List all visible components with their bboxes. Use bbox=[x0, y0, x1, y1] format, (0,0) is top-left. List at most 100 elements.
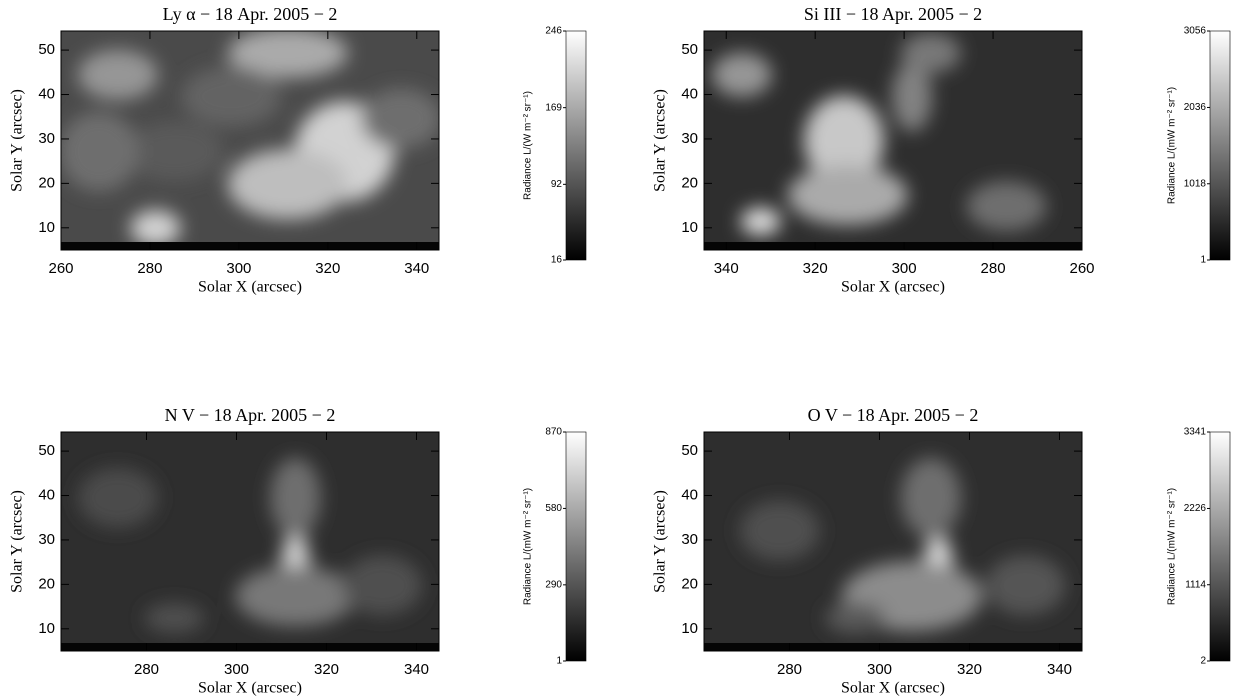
x-tick-label: 260 bbox=[48, 260, 73, 277]
colorbar-tick-label: 92 bbox=[551, 179, 563, 190]
map-feature bbox=[361, 88, 439, 149]
colorbar-tick-label: 169 bbox=[545, 102, 562, 113]
x-tick-label: 320 bbox=[957, 661, 982, 678]
map-features bbox=[77, 457, 423, 634]
x-tick-label: 280 bbox=[134, 661, 159, 678]
colorbar-tick-label: 1114 bbox=[1185, 579, 1206, 590]
colorbar-tick-label: 2 bbox=[1200, 656, 1206, 667]
colorbar-tick-label: 16 bbox=[551, 255, 563, 266]
map-feature bbox=[787, 165, 908, 226]
colorbar-tick-label: 580 bbox=[545, 503, 562, 514]
y-axis-label: Solar Y (arcsec) bbox=[9, 490, 26, 593]
y-tick-label: 10 bbox=[681, 219, 698, 236]
map-feature bbox=[891, 61, 932, 132]
plot-frame bbox=[60, 431, 440, 652]
map-image bbox=[61, 31, 439, 250]
y-axis-label: Solar Y (arcsec) bbox=[652, 89, 669, 192]
map-bg bbox=[61, 432, 439, 651]
map-feature bbox=[711, 52, 772, 97]
x-tick-label: 260 bbox=[1069, 260, 1094, 277]
map-feature bbox=[124, 121, 225, 182]
y-axis-label: Solar Y (arcsec) bbox=[652, 490, 669, 593]
x-tick-label: 300 bbox=[892, 260, 917, 277]
y-tick-label: 50 bbox=[38, 442, 55, 459]
chart-title: N V − 18 Apr. 2005 − 2 bbox=[165, 405, 336, 425]
map-feature bbox=[235, 566, 356, 627]
x-tick-label: 320 bbox=[315, 260, 340, 277]
x-axis-label: Solar X (arcsec) bbox=[841, 680, 945, 697]
map-feature bbox=[803, 95, 884, 186]
map-feature bbox=[77, 49, 158, 100]
y-axis-label: Solar Y (arcsec) bbox=[9, 89, 26, 192]
y-tick-label: 40 bbox=[38, 486, 55, 503]
y-tick-label: 40 bbox=[38, 85, 55, 102]
x-axis-label: Solar X (arcsec) bbox=[198, 680, 302, 697]
map-feature bbox=[342, 555, 423, 616]
x-tick-label: 340 bbox=[1047, 661, 1072, 678]
colorbar-tick-label: 2036 bbox=[1184, 102, 1207, 113]
x-axis-label: Solar X (arcsec) bbox=[198, 279, 302, 296]
map-feature bbox=[227, 149, 348, 220]
map-feature bbox=[900, 32, 961, 73]
map-edge bbox=[61, 643, 439, 651]
map-feature bbox=[77, 467, 158, 528]
map-feature bbox=[227, 31, 348, 78]
x-tick-label: 340 bbox=[714, 260, 739, 277]
colorbar-label: Radiance L/(mW m⁻² sr⁻¹) bbox=[1167, 87, 1178, 204]
y-tick-label: 20 bbox=[681, 174, 698, 191]
plot-frame bbox=[703, 30, 1083, 251]
y-tick-label: 30 bbox=[38, 531, 55, 548]
map-features bbox=[739, 457, 1066, 634]
y-tick-label: 50 bbox=[681, 442, 698, 459]
colorbar bbox=[565, 30, 587, 261]
map-feature bbox=[739, 500, 820, 561]
y-tick-label: 30 bbox=[38, 130, 55, 147]
x-tick-label: 320 bbox=[803, 260, 828, 277]
y-tick-label: 40 bbox=[681, 85, 698, 102]
colorbar-tick-label: 1018 bbox=[1184, 178, 1207, 189]
map-feature bbox=[825, 603, 886, 634]
map-feature bbox=[985, 555, 1066, 616]
y-tick-label: 10 bbox=[681, 620, 698, 637]
colorbar-tick-label: 1 bbox=[1200, 255, 1206, 266]
map-feature bbox=[900, 457, 961, 538]
map-feature bbox=[144, 603, 205, 634]
colorbar-tick-label: 1 bbox=[556, 656, 562, 667]
colorbar-label: Radiance L/(W m⁻² sr⁻¹) bbox=[523, 91, 534, 200]
colorbar-tick-label: 2226 bbox=[1184, 503, 1207, 514]
colorbar-tick-label: 3056 bbox=[1184, 26, 1207, 37]
colorbar-tick-label: 870 bbox=[545, 427, 562, 438]
x-axis-label: Solar X (arcsec) bbox=[841, 279, 945, 296]
x-tick-label: 320 bbox=[314, 661, 339, 678]
x-tick-label: 300 bbox=[226, 260, 251, 277]
map-edge bbox=[704, 242, 1082, 250]
x-tick-label: 280 bbox=[981, 260, 1006, 277]
map-feature bbox=[130, 210, 181, 247]
colorbar-tick-label: 3341 bbox=[1184, 427, 1207, 438]
y-tick-label: 50 bbox=[681, 41, 698, 58]
chart-title: Ly α − 18 Apr. 2005 − 2 bbox=[163, 4, 338, 24]
map-feature bbox=[740, 207, 781, 236]
y-tick-label: 40 bbox=[681, 486, 698, 503]
y-tick-label: 20 bbox=[38, 174, 55, 191]
colorbar bbox=[565, 431, 587, 662]
y-tick-label: 30 bbox=[681, 531, 698, 548]
map-image bbox=[704, 31, 1082, 250]
plot-frame bbox=[703, 431, 1083, 652]
y-tick-label: 10 bbox=[38, 620, 55, 637]
x-tick-label: 340 bbox=[404, 260, 429, 277]
map-image bbox=[704, 432, 1082, 651]
colorbar-tick-label: 290 bbox=[545, 579, 562, 590]
y-tick-label: 20 bbox=[38, 575, 55, 592]
map-feature bbox=[270, 457, 321, 538]
x-tick-label: 280 bbox=[137, 260, 162, 277]
y-tick-label: 20 bbox=[681, 575, 698, 592]
colorbar-label: Radiance L/(mW m⁻² sr⁻¹) bbox=[1167, 488, 1178, 605]
map-edge bbox=[61, 242, 439, 250]
map-image bbox=[61, 432, 439, 651]
colorbar-label: Radiance L/(mW m⁻² sr⁻¹) bbox=[523, 488, 534, 605]
plot-frame bbox=[60, 30, 440, 251]
map-features bbox=[61, 31, 439, 247]
y-tick-label: 50 bbox=[38, 41, 55, 58]
